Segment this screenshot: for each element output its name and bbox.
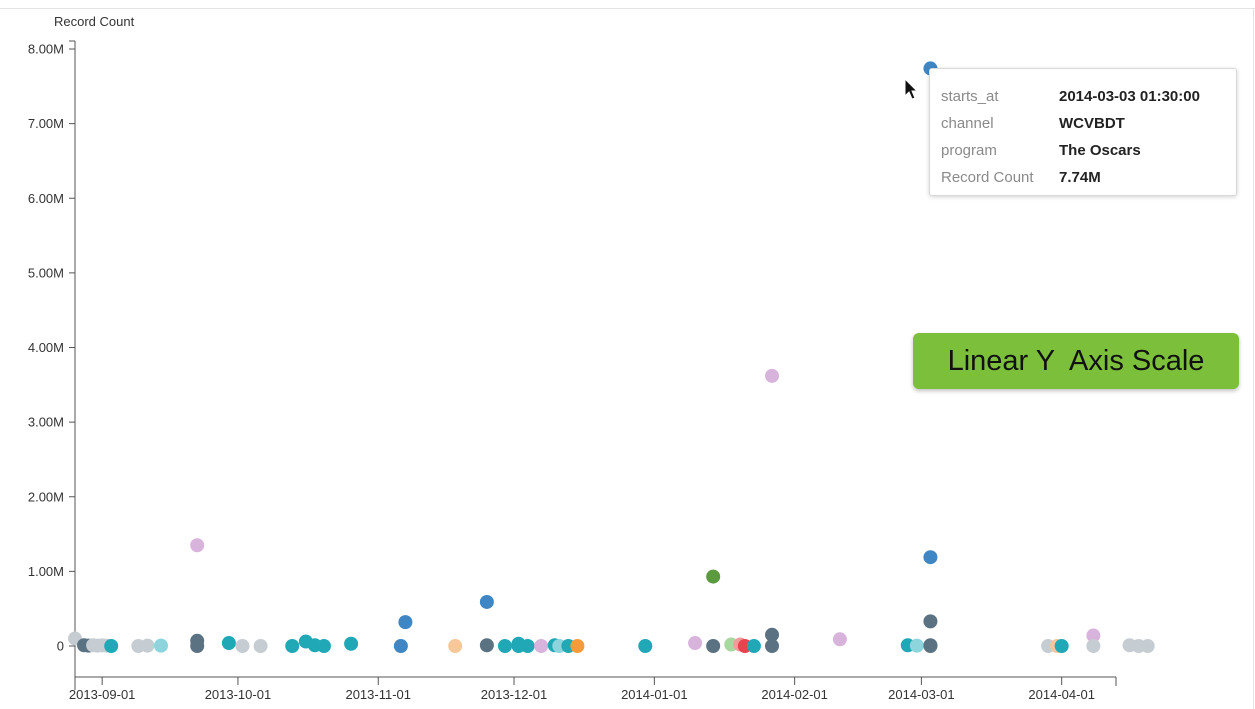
- x-tick-label: 2014-01-01: [621, 687, 688, 702]
- data-point: [221, 636, 236, 651]
- frame-top-border: [0, 8, 1255, 9]
- tooltip-row-channel: channel WCVBDT: [941, 110, 1236, 137]
- scale-annotation-text: Linear Y Axis Scale: [947, 344, 1205, 377]
- data-point: [534, 639, 549, 653]
- y-tick-label: 1.00M: [28, 564, 64, 579]
- data-point: [398, 615, 413, 630]
- point-tooltip: starts_at 2014-03-03 01:30:00 channel WC…: [929, 68, 1237, 196]
- data-point: [285, 639, 300, 653]
- data-point: [706, 639, 721, 653]
- data-point: [832, 632, 847, 647]
- data-point: [140, 638, 155, 653]
- data-point: [520, 639, 535, 653]
- tooltip-value: WCVBDT: [1059, 115, 1125, 132]
- data-point: [190, 639, 205, 653]
- tooltip-value: 7.74M: [1059, 169, 1101, 186]
- data-point: [1086, 639, 1101, 653]
- data-point: [706, 569, 721, 584]
- mouse-pointer-icon: [904, 78, 919, 100]
- x-tick-label: 2013-11-01: [345, 687, 411, 702]
- data-point: [765, 368, 780, 383]
- data-point: [1086, 628, 1101, 643]
- data-point: [923, 550, 938, 565]
- data-point: [104, 639, 119, 653]
- tooltip-value: 2014-03-03 01:30:00: [1059, 88, 1200, 105]
- tooltip-row-record-count: Record Count 7.74M: [941, 164, 1236, 191]
- tooltip-row-program: program The Oscars: [941, 137, 1236, 164]
- x-tick-label: 2013-09-01: [69, 687, 136, 702]
- tooltip-key: channel: [941, 115, 994, 132]
- data-point: [1054, 639, 1069, 653]
- data-point: [344, 636, 359, 651]
- x-tick-label: 2014-04-01: [1028, 687, 1095, 702]
- data-point: [393, 639, 408, 653]
- data-point: [497, 639, 512, 653]
- frame-right-border: [1253, 8, 1254, 709]
- x-tick-label: 2013-12-01: [481, 687, 548, 702]
- y-tick-label: 3.00M: [28, 415, 64, 430]
- data-point: [479, 638, 494, 653]
- data-point: [570, 639, 585, 653]
- y-tick-label: 6.00M: [28, 191, 64, 206]
- data-point: [746, 639, 761, 653]
- data-point: [923, 614, 938, 629]
- data-point: [153, 638, 168, 653]
- data-point: [923, 639, 938, 653]
- y-tick-label: 5.00M: [28, 265, 64, 280]
- data-point: [479, 594, 494, 609]
- y-tick-label: 4.00M: [28, 340, 64, 355]
- scale-annotation-badge: Linear Y Axis Scale: [913, 333, 1239, 389]
- data-point: [1140, 639, 1155, 653]
- y-tick-label: 8.00M: [28, 42, 64, 57]
- data-point: [909, 638, 924, 653]
- tooltip-value: The Oscars: [1059, 142, 1141, 159]
- y-tick-label: 7.00M: [28, 116, 64, 131]
- data-point: [688, 636, 703, 651]
- tooltip-row-starts-at: starts_at 2014-03-03 01:30:00: [941, 83, 1236, 110]
- y-tick-label: 0: [57, 639, 64, 654]
- data-point: [253, 639, 268, 653]
- y-axis-title: Record Count: [54, 14, 135, 29]
- x-tick-label: 2014-02-01: [761, 687, 828, 702]
- tooltip-key: starts_at: [941, 88, 999, 105]
- data-point: [765, 627, 780, 642]
- x-tick-label: 2014-03-01: [888, 687, 955, 702]
- data-point: [190, 538, 205, 553]
- data-point: [448, 639, 463, 653]
- x-tick-label: 2013-10-01: [205, 687, 272, 702]
- y-tick-label: 2.00M: [28, 489, 64, 504]
- data-point: [235, 639, 250, 653]
- tooltip-key: program: [941, 142, 997, 159]
- data-point: [316, 639, 331, 653]
- data-point: [765, 639, 780, 653]
- tooltip-key: Record Count: [941, 169, 1034, 186]
- data-point: [638, 639, 653, 653]
